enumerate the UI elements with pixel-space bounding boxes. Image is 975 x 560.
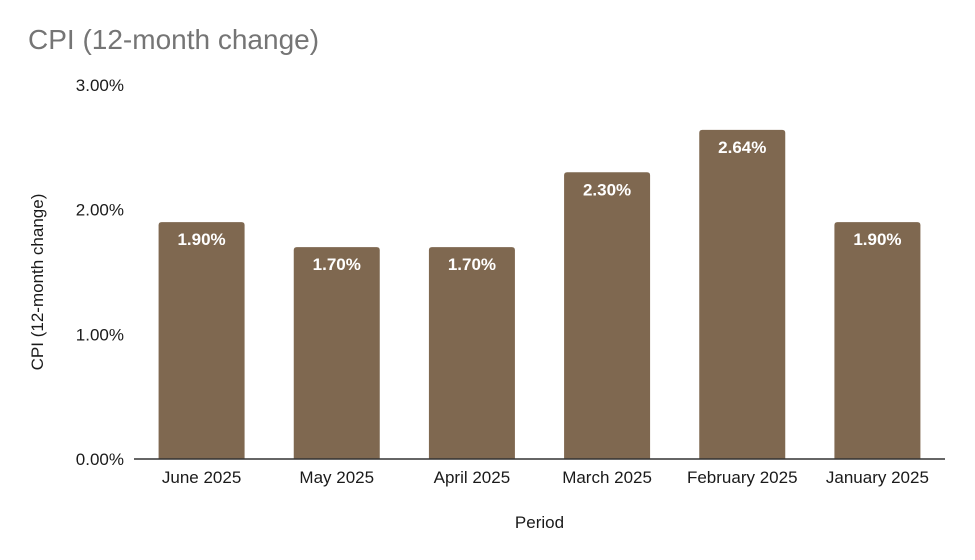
bar-data-label: 2.64%	[718, 138, 766, 157]
bar-data-label: 1.70%	[448, 255, 496, 274]
bar	[293, 247, 380, 459]
bar	[564, 172, 651, 459]
x-tick-label: March 2025	[562, 468, 652, 487]
x-axis-title: Period	[515, 513, 564, 532]
bar-data-label: 1.90%	[177, 230, 225, 249]
bar-series: 1.90% 1.70% 1.70% 2.30% 2.64% 1.90%	[158, 129, 921, 459]
y-tick-label: 0.00%	[76, 450, 124, 469]
y-axis-ticks: 0.00% 1.00% 2.00% 3.00%	[76, 76, 124, 469]
chart-title: CPI (12-month change)	[28, 24, 320, 55]
x-tick-label: February 2025	[687, 468, 798, 487]
y-tick-label: 3.00%	[76, 76, 124, 95]
x-tick-label: May 2025	[299, 468, 374, 487]
y-axis-title: CPI (12-month change)	[28, 194, 47, 371]
y-tick-label: 1.00%	[76, 325, 124, 344]
x-axis-ticks: June 2025 May 2025 April 2025 March 2025 Feb…	[162, 468, 929, 487]
x-tick-label: April 2025	[434, 468, 511, 487]
x-tick-label: June 2025	[162, 468, 241, 487]
bar	[834, 222, 921, 459]
bar	[699, 129, 786, 459]
bar-data-label: 2.30%	[583, 180, 631, 199]
bar-data-label: 1.70%	[313, 255, 361, 274]
bar	[428, 247, 515, 459]
bar	[158, 222, 245, 459]
x-tick-label: January 2025	[826, 468, 929, 487]
bar-data-label: 1.90%	[853, 230, 901, 249]
y-tick-label: 2.00%	[76, 201, 124, 220]
